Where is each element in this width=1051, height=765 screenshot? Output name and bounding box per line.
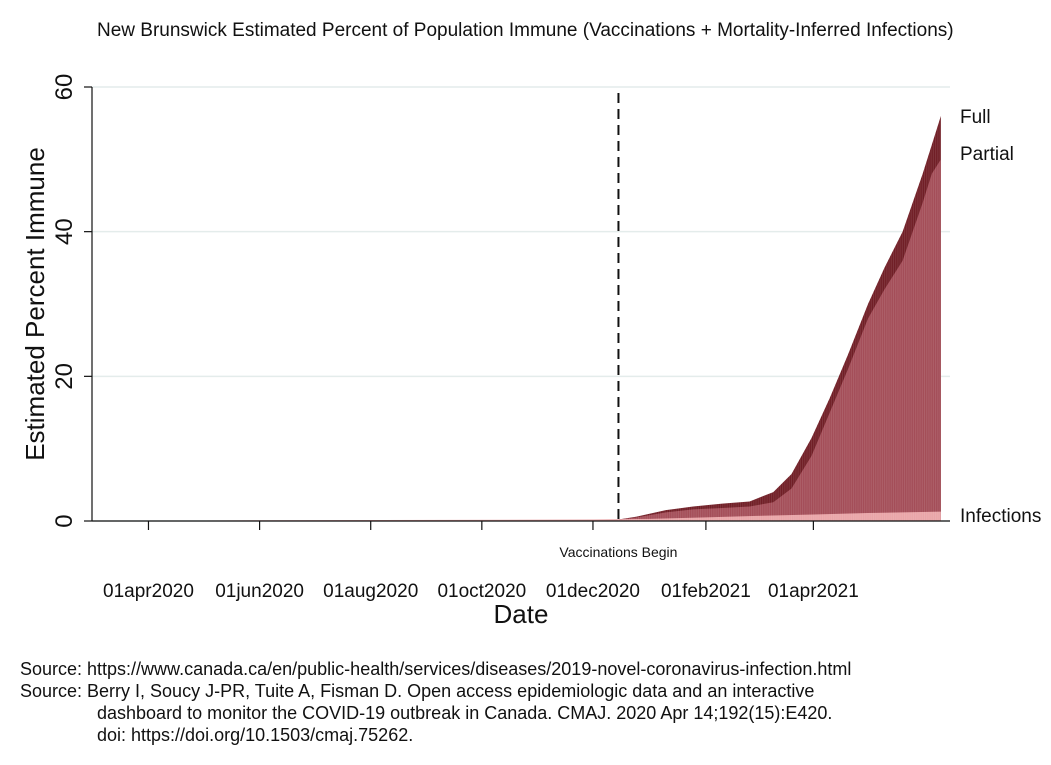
x-tick-label: 01dec2020 [546, 581, 640, 602]
source-line-1: Source: https://www.canada.ca/en/public-… [20, 659, 852, 679]
y-axis-title: Estimated Percent Immune [20, 147, 50, 461]
source-line-2: Source: Berry I, Soucy J-PR, Tuite A, Fi… [20, 681, 815, 701]
x-axis-title: Date [494, 599, 549, 629]
x-tick-label: 01aug2020 [323, 581, 418, 602]
x-tick-label: 01oct2020 [437, 581, 526, 602]
y-tick-label: 0 [51, 514, 78, 527]
x-tick-label: 01apr2021 [768, 581, 859, 602]
y-tick-label: 40 [51, 218, 78, 245]
series-label-infections: Infections [960, 506, 1041, 527]
series-area-infections [92, 511, 941, 521]
x-tick-label: 01feb2021 [661, 581, 751, 602]
axes [84, 86, 950, 530]
series-area-partial [618, 159, 941, 522]
vaccination-start-label: Vaccinations Begin [559, 544, 677, 560]
y-tick-label: 20 [51, 363, 78, 390]
source-line-3: dashboard to monitor the COVID-19 outbre… [97, 703, 833, 723]
series-label-partial: Partial [960, 144, 1014, 165]
source-line-4: doi: https://doi.org/10.1503/cmaj.75262. [97, 725, 414, 745]
y-tick-label: 60 [51, 74, 78, 101]
x-tick-label: 01apr2020 [103, 581, 194, 602]
labels: 0 20 40 60 01apr2020 01jun2020 01aug2020 01oct2… [20, 74, 1041, 629]
series-areas [92, 115, 942, 522]
chart: 0 20 40 60 01apr2020 01jun2020 01aug2020 01oct2… [20, 74, 1041, 629]
chart-title: New Brunswick Estimated Percent of Popul… [97, 20, 954, 41]
x-tick-label: 01jun2020 [215, 581, 304, 602]
series-label-full: Full [960, 107, 991, 128]
